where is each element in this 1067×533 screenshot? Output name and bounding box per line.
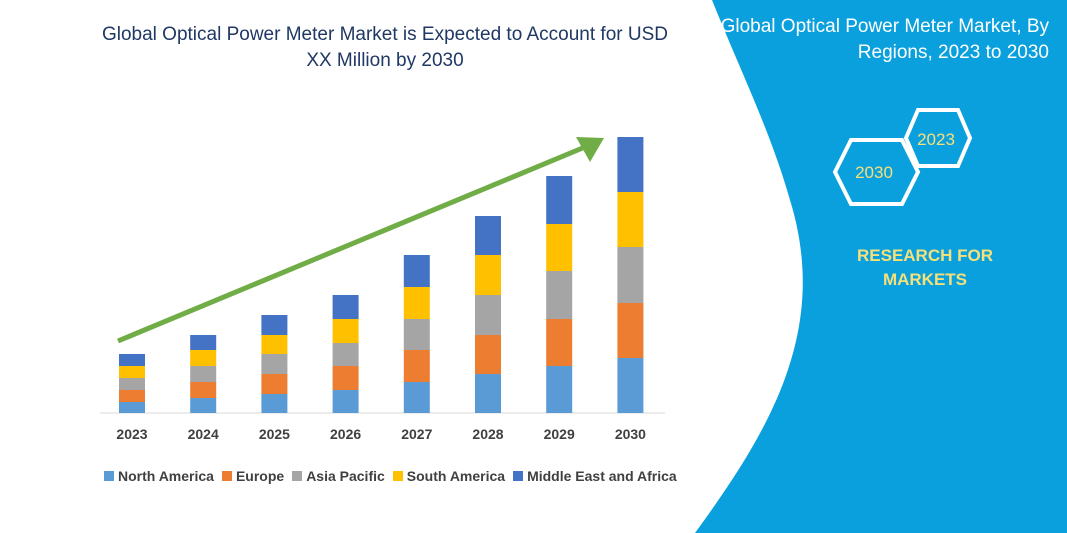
bar-segment-2027-europe	[403, 350, 430, 382]
bar-segment-2030-north-america	[617, 358, 644, 413]
bar-segment-2027-north-america	[403, 382, 430, 413]
x-tick-label: 2029	[544, 426, 575, 442]
bar-segment-2027-middle-east-and-africa	[403, 255, 430, 287]
bar-segment-2026-middle-east-and-africa	[332, 295, 359, 319]
panel-title: Global Optical Power Meter Market, By Re…	[720, 16, 1049, 63]
legend-item: Europe	[221, 468, 285, 484]
legend: North America Europe Asia Pacific South Ame…	[104, 468, 677, 484]
legend-label: North America	[118, 468, 214, 484]
hexagon-2030-label: 2030	[855, 163, 893, 182]
bar-segment-2025-south-america	[261, 335, 288, 354]
bar-segment-2030-south-america	[617, 192, 644, 247]
legend-swatch-icon	[104, 471, 114, 481]
bar-segment-2023-europe	[119, 390, 145, 402]
bar-segment-2028-middle-east-and-africa	[475, 216, 501, 255]
x-tick-label: 2025	[259, 426, 290, 442]
legend-label: Europe	[235, 468, 285, 484]
bar-segment-2023-south-america	[119, 366, 145, 378]
bar-segment-2028-north-america	[475, 374, 501, 413]
bar-segment-2023-middle-east-and-africa	[119, 354, 145, 366]
trend-arrow-head-icon	[576, 137, 604, 162]
legend-label: Asia Pacific	[306, 468, 385, 484]
bar-segment-2029-asia-pacific	[546, 271, 573, 319]
bar-segment-2026-south-america	[332, 319, 359, 343]
brand-text: RESEARCH FOR MARKETS	[856, 246, 993, 289]
legend-swatch-icon	[292, 471, 303, 481]
x-tick-label: 2027	[401, 426, 432, 442]
legend-item: North America	[104, 468, 214, 484]
bar-segment-2025-north-america	[261, 394, 288, 413]
hexagon-2023-label: 2023	[917, 130, 955, 149]
bar-segment-2027-south-america	[403, 287, 430, 319]
bar-segment-2029-europe	[546, 319, 573, 366]
x-tick-label: 2024	[188, 426, 219, 442]
hexagon-2030: 2030	[832, 138, 921, 206]
bar-segment-2025-middle-east-and-africa	[261, 315, 288, 335]
x-tick-label: 2026	[330, 426, 361, 442]
legend-swatch-icon	[221, 471, 232, 481]
bar-segment-2030-middle-east-and-africa	[617, 137, 644, 192]
bar-segment-2023-north-america	[119, 402, 145, 413]
bar-segment-2027-asia-pacific	[403, 319, 430, 350]
bar-segment-2025-asia-pacific	[261, 354, 288, 374]
hexagon-2023: 2023	[903, 108, 973, 168]
bar-segment-2028-europe	[475, 335, 501, 374]
x-tick-label: 2030	[615, 426, 646, 442]
bar-segment-2024-south-america	[190, 350, 217, 366]
bar-segment-2028-asia-pacific	[475, 295, 501, 335]
bar-segment-2029-south-america	[546, 224, 573, 271]
bar-segment-2026-europe	[332, 366, 359, 390]
legend-item: Asia Pacific	[292, 468, 385, 484]
trend-arrow	[117, 144, 586, 344]
legend-label: South America	[406, 468, 506, 484]
legend-item: South America	[392, 468, 506, 484]
bar-segment-2024-middle-east-and-africa	[190, 335, 217, 350]
bar-segment-2023-asia-pacific	[119, 378, 145, 390]
bar-segment-2026-north-america	[332, 390, 359, 413]
bar-segment-2028-south-america	[475, 255, 501, 295]
bar-segment-2030-europe	[617, 303, 644, 358]
legend-item: Middle East and Africa	[513, 468, 677, 484]
bar-segment-2024-europe	[190, 382, 217, 398]
stacked-bar-chart: 2023 2024 2025 2026 2027 2028 2029 2030	[100, 137, 665, 442]
bar-segment-2025-europe	[261, 374, 288, 394]
bar-segment-2029-middle-east-and-africa	[546, 176, 573, 224]
bar-segment-2024-asia-pacific	[190, 366, 217, 382]
x-tick-label: 2023	[116, 426, 147, 442]
chart-title: Global Optical Power Meter Market is Exp…	[101, 24, 668, 71]
bar-segment-2024-north-america	[190, 398, 217, 413]
legend-label: Middle East and Africa	[527, 468, 677, 484]
legend-swatch-icon	[392, 471, 403, 481]
x-tick-label: 2028	[472, 426, 503, 442]
bar-segment-2026-asia-pacific	[332, 343, 359, 366]
bar-segment-2029-north-america	[546, 366, 573, 413]
bar-segment-2030-asia-pacific	[617, 247, 644, 303]
legend-swatch-icon	[513, 471, 524, 481]
